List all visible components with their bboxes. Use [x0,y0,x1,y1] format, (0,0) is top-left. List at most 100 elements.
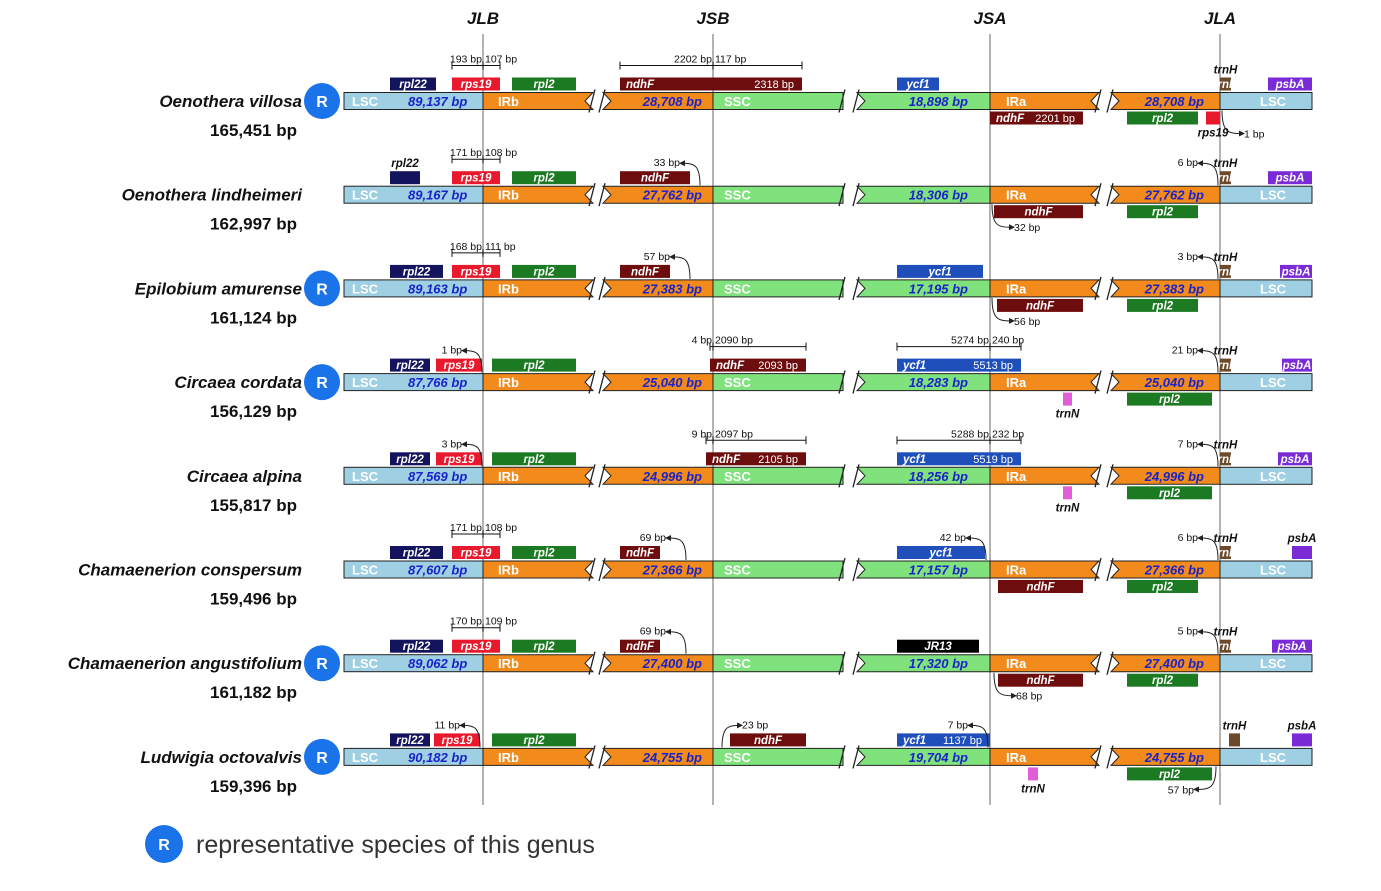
bracket-right-size: 107 bp [485,54,517,66]
region-irb-end [601,185,714,204]
arrow-curve [1197,766,1217,790]
gene-psba: psbA [1287,720,1317,747]
lsc-size: 89,062 bp [408,656,467,671]
region-ssc-end [855,560,991,579]
gene-box [1063,392,1072,406]
distance-arrow: 3 bp [442,438,483,467]
gene-label: rps19 [444,360,475,372]
gene-outside-label: psbA [1287,720,1317,732]
break-mark [588,745,596,769]
region-label-lsc-end: LSC [1260,94,1287,109]
representative-badge [304,364,340,401]
gene-label: rpl22 [403,548,431,560]
region-ira-end [1109,560,1221,579]
gene-box [1278,452,1312,466]
distance-arrow: 42 bp [940,532,987,561]
species-length: 155,817 bp [210,496,297,515]
gene-label: ndhF [1026,675,1055,687]
distance-arrow: 6 bp [1178,532,1219,561]
distance-arrow: 32 bp [991,204,1040,234]
region-label-ssc: SSC [724,188,751,203]
gene-box [1220,264,1231,278]
region-ssc-end [855,373,991,392]
region-ssc [712,185,844,204]
arrow-curve [1201,256,1219,279]
distance-label: 6 bp [1178,532,1199,544]
representative-badge-letter: R [316,750,328,767]
span-bracket: 5288 bp 232 bp [896,428,1024,445]
arrow-head [665,628,671,635]
junction-label-jsa: JSA [973,9,1006,28]
region-irb [482,373,595,392]
region-label-ssc: SSC [724,94,751,109]
region-label-lsc: LSC [352,281,379,296]
gene-rps19: rps19 [436,452,482,466]
species-row: Oenothera lindheimeri 162,997 bp LSC 89,167… [122,147,1313,234]
gene-box [998,673,1083,687]
legend: R representative species of this genus [145,825,595,863]
gene-rpl2: rpl2 [492,358,576,372]
arrow-head [965,535,971,541]
gene-box [452,639,500,653]
region-label-ira: IRa [1006,750,1027,765]
break-mark [598,276,606,301]
region-label-lsc-end: LSC [1260,375,1287,390]
ira-size: 24,996 bp [1144,469,1204,484]
gene-box [897,546,985,559]
gene-box [1127,767,1212,781]
break-mark [1106,745,1114,769]
gene-box [1127,205,1198,219]
arrow-head [1193,786,1199,793]
gene-outside-label: trnH [1214,158,1238,170]
gene-label: ycf1 [902,735,926,747]
gene-box [390,171,420,185]
gene-label: rpl22 [403,641,431,653]
distance-arrow: 1 bp [1221,110,1265,141]
gene-box [390,452,430,466]
region-label-ssc: SSC [724,469,751,484]
region-ssc-end [855,92,991,110]
arrow-head [1197,441,1203,448]
break-mark [1106,651,1114,675]
species-row: Chamaenerion angustifolium 161,182 bp R LSC… [68,616,1313,703]
gene-label: rpl2 [523,735,545,747]
distance-arrow: 3 bp [1178,251,1219,279]
region-ira [989,654,1101,673]
gene-trnh: trnH trnH [1214,439,1238,466]
gene-size: 1137 bp [943,735,982,747]
bracket-left-size: 171 bp [450,522,482,534]
irb-size: 27,383 bp [642,281,702,296]
irb-size: 27,400 bp [642,656,702,671]
span-bracket: 2202 bp 117 bp [619,54,803,70]
region-ssc [712,747,844,766]
distance-label: 3 bp [1178,251,1199,263]
species-name: Oenothera lindheimeri [122,186,304,205]
gene-label: ndhF [996,113,1025,125]
distance-arrow: 68 bp [993,672,1042,703]
region-ssc-end [855,466,991,485]
gene-box [1127,298,1198,312]
bracket-right-size: 2090 bp [715,335,753,347]
break-mark [598,464,606,488]
bracket-right-size: 2097 bp [715,428,753,440]
gene-box [1127,580,1198,593]
gene-rpl2: rpl2 [1127,486,1212,500]
region-label-lsc: LSC [352,469,379,484]
gene-box [897,452,1021,466]
region-label-ssc: SSC [724,563,751,578]
gene-box [997,298,1083,312]
irb-size: 27,762 bp [642,188,702,203]
gene-box [390,639,443,653]
gene-rpl2: rpl2 [1127,298,1198,312]
gene-psba: psbA [1278,452,1312,466]
ira-size: 27,762 bp [1144,188,1204,203]
region-lsc-end [1219,373,1313,392]
genome-bar [343,651,1313,675]
gene-box [1028,767,1038,781]
gene-ndhf: ndhF [620,546,660,560]
ira-size: 27,383 bp [1144,281,1204,296]
gene-ycf1: ycf1 5513 bp [897,358,1021,372]
region-irb-end [601,373,714,392]
region-ira-end [1109,373,1221,392]
arrow-head [1011,692,1017,699]
